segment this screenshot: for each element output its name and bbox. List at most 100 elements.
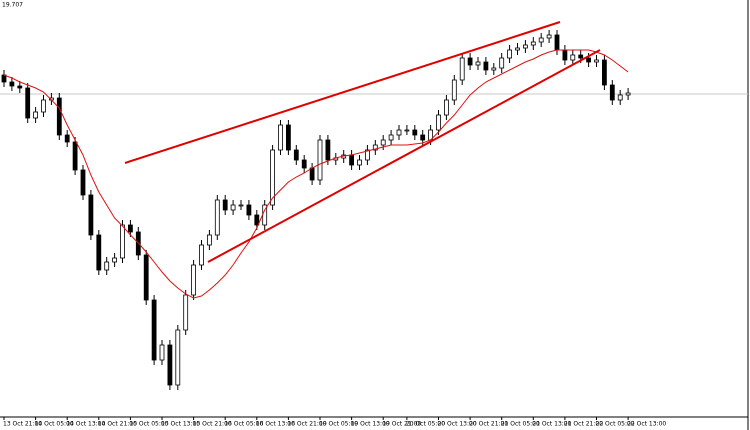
candle-body [238, 204, 244, 207]
candle-body [364, 149, 370, 161]
candle-body [586, 57, 591, 63]
candle-body [309, 167, 315, 181]
x-tick-label: 22 Oct 13:00 [627, 421, 666, 428]
candle-body [72, 141, 78, 171]
candle-body [380, 139, 386, 146]
lower-trend-line [207, 49, 601, 263]
candle-body [499, 57, 505, 69]
candle-body [151, 299, 157, 361]
trend-lines [124, 21, 601, 263]
candle-body [420, 134, 426, 141]
candle-body [33, 111, 38, 119]
candle-body [112, 257, 117, 263]
candle-body [617, 94, 623, 101]
candle-body [467, 57, 473, 66]
candle-body [222, 199, 228, 211]
x-tick-label: 15 Oct 21:00 [193, 421, 232, 428]
x-tick-label: 21 Oct 05:00 [501, 421, 540, 428]
candle-body [325, 139, 331, 161]
x-tick-label: 21 Oct 13:00 [532, 421, 571, 428]
candle-body [609, 84, 615, 101]
x-tick-label: 16 Oct 21:00 [287, 421, 326, 428]
candle-body [175, 329, 181, 386]
x-tick-label: 14 Oct 05:00 [35, 421, 74, 428]
candle-body [25, 87, 31, 119]
x-tick-label: 16 Oct 13:00 [256, 421, 295, 428]
candle-body [104, 261, 110, 271]
candle-body [372, 144, 378, 151]
candle-body [254, 214, 260, 226]
candle-body [285, 124, 291, 151]
candle-body [317, 139, 323, 181]
candle-body [443, 99, 449, 116]
x-tick-label: 20 Oct 21:00 [469, 421, 508, 428]
candle-body [17, 85, 23, 89]
candle-body [459, 57, 465, 81]
candle-body [491, 67, 497, 71]
candle-body [412, 129, 418, 136]
candle-body [546, 34, 552, 39]
candle-body [507, 49, 513, 59]
candle-body [127, 224, 133, 233]
candle-body [88, 194, 94, 236]
x-tick-label: 19 Oct 13:00 [351, 421, 390, 428]
candle-body [388, 134, 394, 141]
candle-body [64, 134, 70, 143]
x-tick-label: 14 Oct 21:00 [98, 421, 137, 428]
candle-body [120, 224, 125, 259]
candle-body [515, 47, 520, 51]
candle-body [183, 294, 189, 331]
x-tick-label: 19 Oct 05:00 [319, 421, 358, 428]
x-tick-label: 16 Oct 05:00 [224, 421, 263, 428]
candle-body [301, 159, 307, 169]
x-tick-label: 13 Oct 21:00 [3, 421, 42, 428]
candle-body [523, 44, 528, 49]
x-tick-label: 21 Oct 21:00 [564, 421, 603, 428]
x-tick-label: 20 Oct 13:00 [438, 421, 477, 428]
candle-body [483, 61, 489, 71]
candle-body [404, 129, 410, 132]
candle-body [246, 204, 252, 216]
candle-body [270, 149, 276, 206]
x-tick-label: 19 Oct 21:00 [382, 421, 421, 428]
candle-body [41, 99, 46, 113]
x-tick-label: 20 Oct 05:00 [406, 421, 445, 428]
candle-body [396, 129, 402, 136]
header-label: 19.707 [2, 2, 23, 9]
candle-body [191, 264, 197, 296]
candle-body [562, 49, 568, 61]
candle-body [230, 204, 236, 211]
candle-body [9, 81, 15, 87]
candle-body [554, 34, 560, 51]
x-tick-label: 15 Oct 13:00 [161, 421, 200, 428]
candle-body [349, 154, 355, 166]
candle-body [199, 244, 204, 266]
x-tick-label: 22 Oct 05:00 [596, 421, 635, 428]
candle-body [80, 169, 86, 196]
candle-body [293, 149, 299, 161]
x-tick-label: 14 Oct 13:00 [66, 421, 105, 428]
candle-body [357, 159, 362, 166]
candle-body [436, 114, 441, 131]
candle-body [602, 59, 607, 86]
upper-trend-line [124, 21, 561, 164]
candle-body [538, 37, 544, 43]
candle-body [625, 92, 631, 96]
candle-body [278, 124, 283, 151]
candle-body [475, 61, 481, 66]
x-tick-label: 15 Oct 05:00 [129, 421, 168, 428]
candle-body [214, 199, 220, 236]
candle-body [206, 234, 212, 246]
candle-body [159, 344, 165, 361]
candle-body [578, 54, 584, 59]
candle-body [96, 234, 102, 271]
candle-body [167, 344, 173, 386]
moving-average [3, 49, 629, 299]
candle-body [56, 97, 62, 136]
candle-body [143, 254, 149, 301]
plot [0, 30, 748, 420]
candle-body [570, 54, 576, 61]
